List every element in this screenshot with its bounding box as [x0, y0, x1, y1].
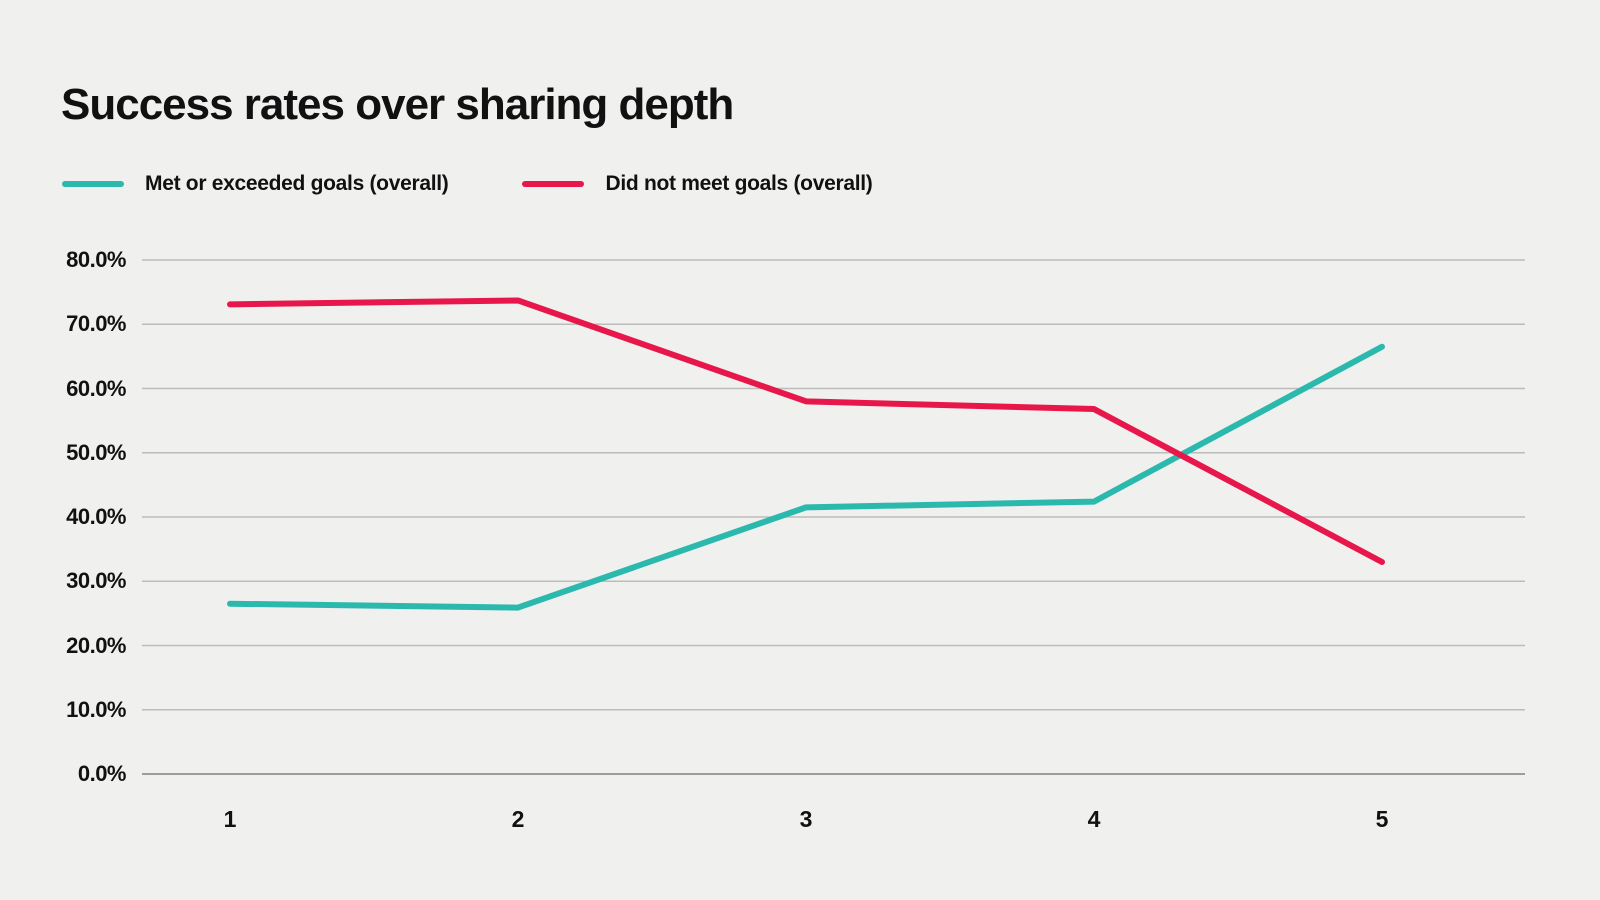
y-tick-label: 20.0% [66, 632, 126, 658]
x-tick-label: 5 [1375, 806, 1389, 832]
y-tick-label: 10.0% [66, 696, 126, 722]
legend-swatch-met-goals [62, 181, 124, 187]
x-tick-label: 2 [511, 806, 525, 832]
chart-title: Success rates over sharing depth [61, 80, 734, 129]
y-tick-label: 0.0% [77, 761, 127, 786]
legend-label-not-met-goals: Did not meet goals (overall) [605, 172, 873, 195]
x-tick-label: 4 [1087, 806, 1101, 832]
y-tick-label: 60.0% [66, 375, 126, 401]
legend-swatch-not-met-goals [522, 181, 585, 187]
y-tick-label: 30.0% [66, 568, 126, 594]
series-line-1 [227, 297, 1385, 565]
series-line-0 [227, 343, 1385, 611]
legend: Met or exceeded goals (overall) Did not … [62, 172, 873, 196]
y-tick-label: 70.0% [66, 311, 126, 337]
x-tick-label: 3 [799, 806, 813, 832]
y-tick-label: 40.0% [66, 504, 126, 529]
x-tick-label: 1 [223, 806, 237, 832]
legend-item-met-goals: Met or exceeded goals (overall) [62, 172, 449, 196]
legend-item-not-met-goals: Did not meet goals (overall) [522, 172, 873, 196]
y-tick-label: 50.0% [66, 439, 126, 465]
y-tick-label: 80.0% [66, 247, 126, 272]
legend-label-met-goals: Met or exceeded goals (overall) [145, 172, 449, 195]
